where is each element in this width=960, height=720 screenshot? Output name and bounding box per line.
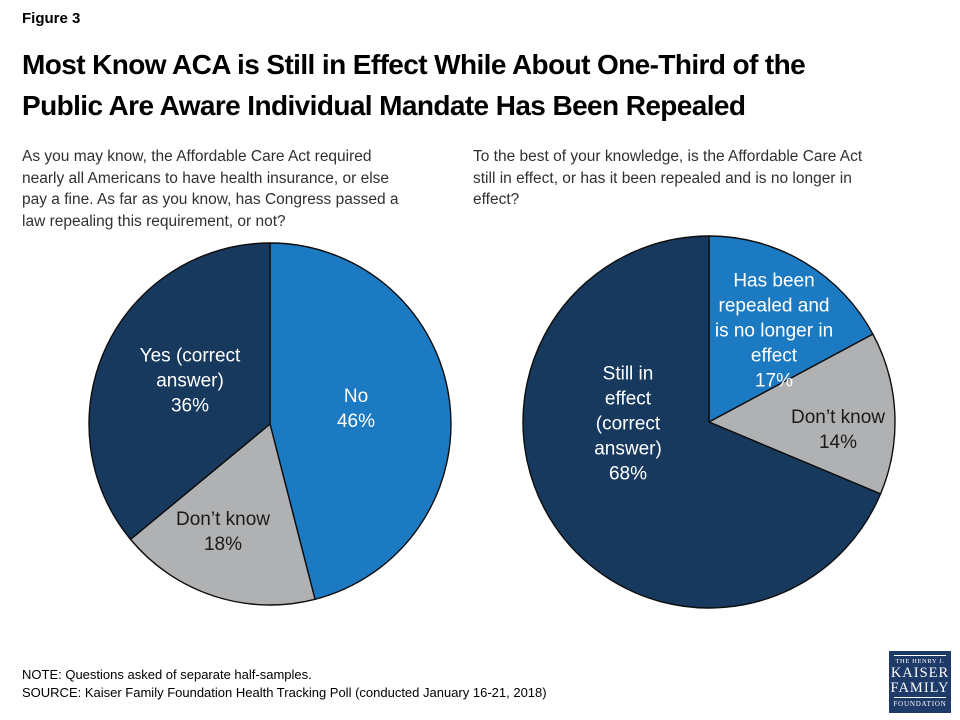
pie-slice-no (269, 242, 452, 601)
pie-slice-dont-know (708, 333, 896, 495)
pie-chart-aca-in-effect (522, 235, 896, 609)
logo-line-foundation: FOUNDATION (893, 700, 947, 708)
kff-logo: THE HENRY J. KAISER FAMILY FOUNDATION (889, 651, 951, 713)
pie-slice-repealed (708, 235, 874, 423)
source-text: SOURCE: Kaiser Family Foundation Health … (22, 684, 547, 700)
question-text-right: To the best of your knowledge, is the Af… (473, 148, 863, 208)
pie-slice-still-in-effect (522, 235, 882, 609)
page-title: Most Know ACA is Still in Effect While A… (22, 49, 806, 121)
logo-rule-top (894, 655, 946, 656)
logo-rule-bottom (894, 697, 946, 698)
note-text: NOTE: Questions asked of separate half-s… (22, 667, 312, 682)
figure-label: Figure 3 (22, 10, 81, 27)
pie-chart-mandate-repeal (88, 242, 452, 606)
pie-slice-yes-correct (88, 242, 271, 541)
logo-line-family: FAMILY (890, 680, 950, 696)
pie-slice-dont-know (129, 423, 316, 606)
logo-line-henry: THE HENRY J. (895, 658, 945, 665)
logo-line-kaiser: KAISER (890, 665, 950, 681)
footnotes: NOTE: Questions asked of separate half-s… (22, 666, 547, 701)
question-text-left: As you may know, the Affordable Care Act… (22, 148, 399, 230)
